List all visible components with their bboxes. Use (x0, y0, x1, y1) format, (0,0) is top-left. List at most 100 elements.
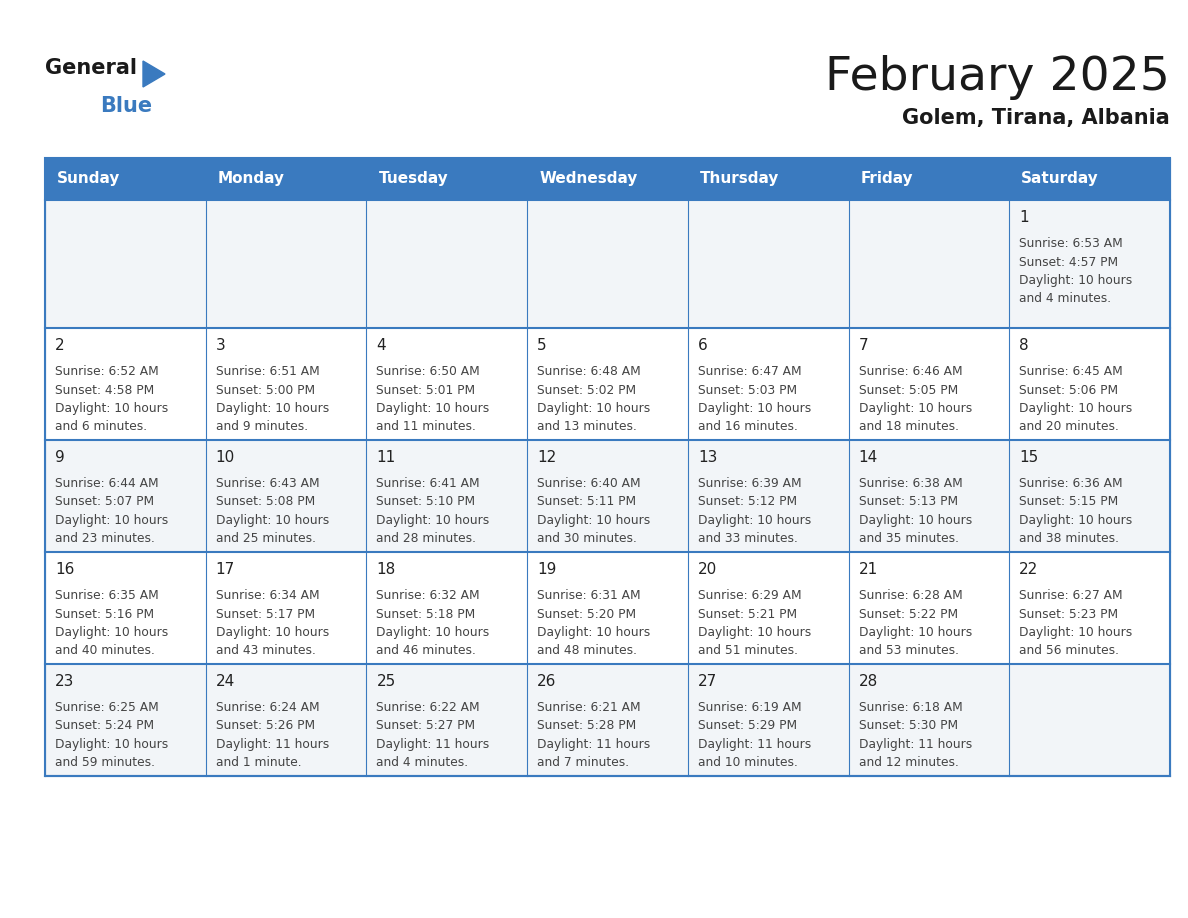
Text: Sunrise: 6:38 AM: Sunrise: 6:38 AM (859, 477, 962, 490)
Text: 16: 16 (55, 562, 75, 577)
Text: 15: 15 (1019, 450, 1038, 465)
Text: Sunrise: 6:28 AM: Sunrise: 6:28 AM (859, 589, 962, 602)
Text: February 2025: February 2025 (826, 55, 1170, 100)
Text: and 1 minute.: and 1 minute. (216, 756, 302, 769)
Text: Sunrise: 6:43 AM: Sunrise: 6:43 AM (216, 477, 320, 490)
Text: 22: 22 (1019, 562, 1038, 577)
Text: General: General (45, 58, 137, 78)
Bar (45, 158, 206, 200)
Text: and 4 minutes.: and 4 minutes. (377, 756, 468, 769)
Text: Daylight: 10 hours: Daylight: 10 hours (216, 402, 329, 415)
Text: and 18 minutes.: and 18 minutes. (859, 420, 959, 433)
Bar (366, 158, 527, 200)
Text: Sunset: 5:08 PM: Sunset: 5:08 PM (216, 496, 315, 509)
Text: 13: 13 (697, 450, 718, 465)
Text: and 51 minutes.: and 51 minutes. (697, 644, 798, 657)
Text: Sunrise: 6:22 AM: Sunrise: 6:22 AM (377, 701, 480, 714)
Text: Sunrise: 6:36 AM: Sunrise: 6:36 AM (1019, 477, 1123, 490)
Text: 21: 21 (859, 562, 878, 577)
Text: Sunrise: 6:52 AM: Sunrise: 6:52 AM (55, 365, 159, 378)
Text: 20: 20 (697, 562, 718, 577)
Text: Sunrise: 6:48 AM: Sunrise: 6:48 AM (537, 365, 640, 378)
Text: Wednesday: Wednesday (539, 172, 638, 186)
Text: Sunset: 5:11 PM: Sunset: 5:11 PM (537, 496, 637, 509)
Bar (206, 158, 366, 200)
Text: Daylight: 10 hours: Daylight: 10 hours (377, 402, 489, 415)
Text: Sunday: Sunday (57, 172, 120, 186)
Text: Sunset: 5:28 PM: Sunset: 5:28 PM (537, 720, 637, 733)
Text: Sunset: 5:20 PM: Sunset: 5:20 PM (537, 608, 637, 621)
Text: Sunset: 5:13 PM: Sunset: 5:13 PM (859, 496, 958, 509)
Text: Sunset: 5:03 PM: Sunset: 5:03 PM (697, 384, 797, 397)
Text: Sunrise: 6:19 AM: Sunrise: 6:19 AM (697, 701, 802, 714)
Text: 25: 25 (377, 674, 396, 689)
Text: Sunset: 5:18 PM: Sunset: 5:18 PM (377, 608, 475, 621)
Text: Sunrise: 6:18 AM: Sunrise: 6:18 AM (859, 701, 962, 714)
Text: Sunrise: 6:31 AM: Sunrise: 6:31 AM (537, 589, 640, 602)
Text: Sunrise: 6:32 AM: Sunrise: 6:32 AM (377, 589, 480, 602)
Text: and 11 minutes.: and 11 minutes. (377, 420, 476, 433)
Text: and 28 minutes.: and 28 minutes. (377, 532, 476, 545)
Text: 14: 14 (859, 450, 878, 465)
Text: Friday: Friday (860, 172, 914, 186)
Text: and 48 minutes.: and 48 minutes. (537, 644, 637, 657)
Text: Daylight: 10 hours: Daylight: 10 hours (55, 626, 169, 639)
Text: 10: 10 (216, 450, 235, 465)
Text: Daylight: 10 hours: Daylight: 10 hours (1019, 626, 1132, 639)
Text: Daylight: 10 hours: Daylight: 10 hours (216, 626, 329, 639)
Text: Sunset: 5:30 PM: Sunset: 5:30 PM (859, 720, 958, 733)
Bar (45, 200, 1170, 328)
Bar (527, 158, 688, 200)
Text: Daylight: 10 hours: Daylight: 10 hours (377, 514, 489, 527)
Text: Sunset: 5:23 PM: Sunset: 5:23 PM (1019, 608, 1118, 621)
Text: Daylight: 10 hours: Daylight: 10 hours (377, 626, 489, 639)
Bar (45, 440, 1170, 552)
Text: 1: 1 (1019, 210, 1029, 225)
Text: and 25 minutes.: and 25 minutes. (216, 532, 316, 545)
Text: Sunset: 5:26 PM: Sunset: 5:26 PM (216, 720, 315, 733)
Text: Daylight: 10 hours: Daylight: 10 hours (1019, 514, 1132, 527)
Text: and 33 minutes.: and 33 minutes. (697, 532, 797, 545)
Text: Blue: Blue (100, 96, 152, 116)
Text: and 16 minutes.: and 16 minutes. (697, 420, 797, 433)
Text: 4: 4 (377, 338, 386, 353)
Text: Daylight: 10 hours: Daylight: 10 hours (55, 402, 169, 415)
Text: 24: 24 (216, 674, 235, 689)
Text: Sunset: 5:05 PM: Sunset: 5:05 PM (859, 384, 958, 397)
Text: Daylight: 10 hours: Daylight: 10 hours (1019, 402, 1132, 415)
Text: 17: 17 (216, 562, 235, 577)
Text: Monday: Monday (217, 172, 285, 186)
Text: and 7 minutes.: and 7 minutes. (537, 756, 630, 769)
Text: Sunrise: 6:27 AM: Sunrise: 6:27 AM (1019, 589, 1123, 602)
Text: 19: 19 (537, 562, 556, 577)
Text: 28: 28 (859, 674, 878, 689)
Text: Sunset: 5:06 PM: Sunset: 5:06 PM (1019, 384, 1118, 397)
Text: Daylight: 10 hours: Daylight: 10 hours (537, 514, 650, 527)
Text: and 53 minutes.: and 53 minutes. (859, 644, 959, 657)
Text: Sunset: 5:27 PM: Sunset: 5:27 PM (377, 720, 475, 733)
Text: Golem, Tirana, Albania: Golem, Tirana, Albania (902, 108, 1170, 128)
Text: Sunset: 4:58 PM: Sunset: 4:58 PM (55, 384, 154, 397)
Text: Sunrise: 6:50 AM: Sunrise: 6:50 AM (377, 365, 480, 378)
Text: Sunrise: 6:24 AM: Sunrise: 6:24 AM (216, 701, 320, 714)
Text: Sunrise: 6:29 AM: Sunrise: 6:29 AM (697, 589, 802, 602)
Text: 5: 5 (537, 338, 546, 353)
Text: Thursday: Thursday (700, 172, 779, 186)
Text: 6: 6 (697, 338, 708, 353)
Text: 7: 7 (859, 338, 868, 353)
Text: Sunset: 4:57 PM: Sunset: 4:57 PM (1019, 255, 1118, 268)
Text: and 40 minutes.: and 40 minutes. (55, 644, 154, 657)
Text: Sunset: 5:00 PM: Sunset: 5:00 PM (216, 384, 315, 397)
Text: Tuesday: Tuesday (379, 172, 448, 186)
Text: Sunrise: 6:40 AM: Sunrise: 6:40 AM (537, 477, 640, 490)
Text: Sunset: 5:21 PM: Sunset: 5:21 PM (697, 608, 797, 621)
Text: 26: 26 (537, 674, 556, 689)
Text: 12: 12 (537, 450, 556, 465)
Text: Sunset: 5:24 PM: Sunset: 5:24 PM (55, 720, 154, 733)
Text: Sunrise: 6:35 AM: Sunrise: 6:35 AM (55, 589, 159, 602)
Text: Daylight: 11 hours: Daylight: 11 hours (537, 738, 650, 751)
Text: and 59 minutes.: and 59 minutes. (55, 756, 154, 769)
Text: Daylight: 10 hours: Daylight: 10 hours (216, 514, 329, 527)
Text: and 46 minutes.: and 46 minutes. (377, 644, 476, 657)
Text: Sunset: 5:22 PM: Sunset: 5:22 PM (859, 608, 958, 621)
